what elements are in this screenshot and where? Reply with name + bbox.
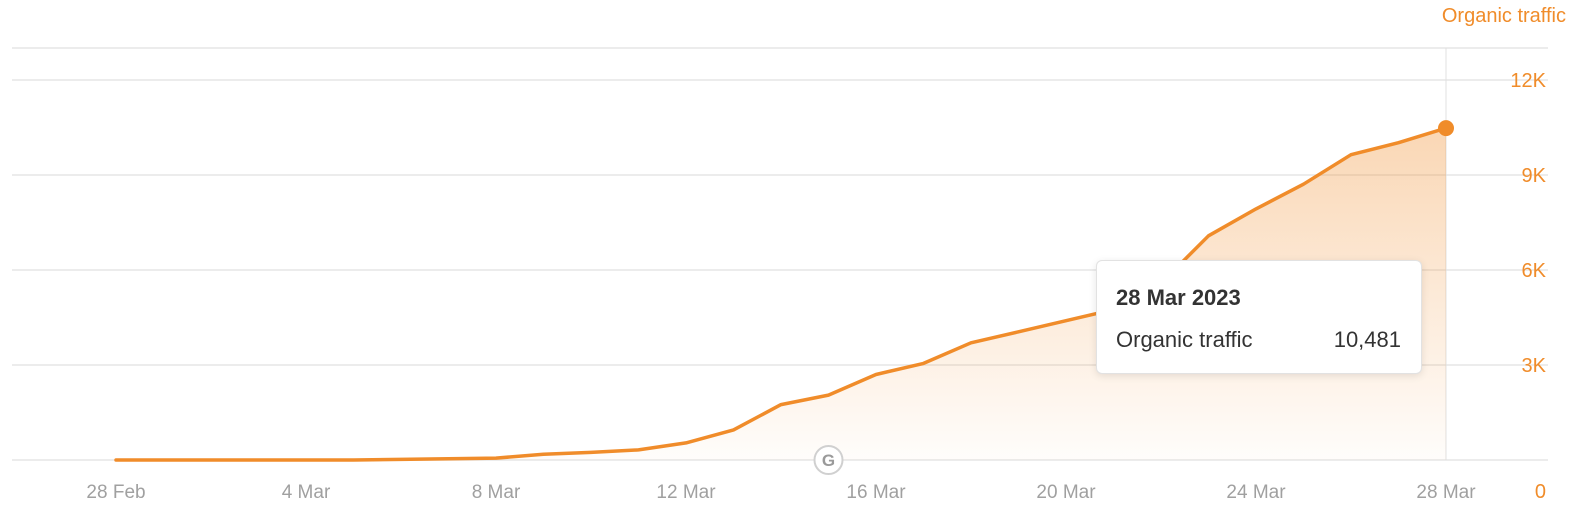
tooltip-metric-value: 10,481: [1333, 327, 1401, 352]
x-tick-label: 4 Mar: [282, 482, 331, 503]
data-point: [541, 451, 547, 457]
y-tick-label: 3K: [1522, 355, 1547, 377]
data-point: [161, 457, 167, 463]
tooltip-date: 28 Mar 2023: [1116, 285, 1241, 310]
data-point: [588, 449, 594, 455]
y-tick-label: 9K: [1522, 165, 1547, 187]
data-point: [1063, 318, 1069, 324]
y-tick-label: 6K: [1522, 260, 1547, 282]
data-point: [683, 440, 689, 446]
x-tick-label: 20 Mar: [1036, 482, 1096, 503]
data-point: [921, 360, 927, 366]
data-point: [493, 455, 499, 461]
y-tick-label: 0: [1535, 481, 1546, 503]
data-point: [1396, 140, 1402, 146]
x-tick-label: 12 Mar: [656, 482, 716, 503]
x-tick-label: 28 Feb: [86, 482, 145, 503]
data-point: [303, 457, 309, 463]
google-update-icon[interactable]: [813, 445, 844, 475]
google-update-marker[interactable]: G: [813, 445, 844, 475]
series-line-organic-traffic: [114, 126, 1448, 462]
series-title-organic-traffic: Organic traffic: [1441, 5, 1566, 27]
data-point: [778, 402, 784, 408]
data-point: [256, 457, 262, 463]
data-point: [1253, 206, 1259, 212]
y-tick-label: 12K: [1510, 70, 1546, 92]
x-tick-label: 16 Mar: [846, 482, 906, 503]
data-point: [208, 457, 214, 463]
chart-tooltip: 28 Mar 2023 Organic traffic 10,481: [1096, 260, 1422, 374]
data-point: [1301, 181, 1307, 187]
google-update-icon-letter: G: [822, 451, 835, 470]
data-point: [1016, 329, 1022, 335]
data-point: [826, 392, 832, 398]
data-point: [113, 457, 119, 463]
x-axis-tick-labels: 28 Feb 4 Mar 8 Mar 12 Mar 16 Mar 20 Mar 24 Mar…: [86, 482, 1476, 503]
data-point: [731, 427, 737, 433]
data-point: [446, 456, 452, 462]
data-point: [398, 456, 404, 462]
y-axis-tick-labels: 0 3K 6K 9K 12K: [1510, 70, 1546, 503]
data-point: [968, 340, 974, 346]
x-tick-label: 8 Mar: [472, 482, 521, 503]
x-tick-label: 28 Mar: [1416, 482, 1476, 503]
data-point: [636, 447, 642, 453]
series-area-organic-traffic: [116, 128, 1446, 460]
data-point: [1206, 233, 1212, 239]
data-point: [873, 372, 879, 378]
data-point: [1348, 152, 1354, 158]
data-point: [351, 457, 357, 463]
tooltip-metric-label: Organic traffic: [1116, 327, 1253, 352]
x-tick-label: 24 Mar: [1226, 482, 1286, 503]
hover-point-marker: [1438, 120, 1454, 137]
